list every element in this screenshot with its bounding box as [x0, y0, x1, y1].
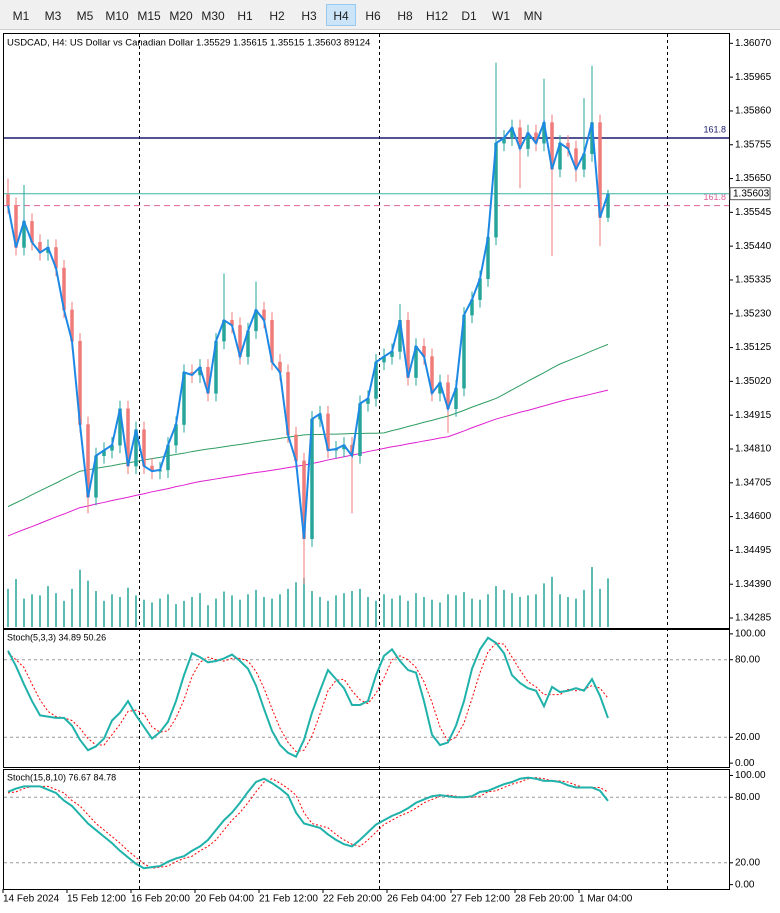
level-label: 161.8 [703, 124, 726, 134]
y-tick-label: 1.35545 [735, 207, 772, 218]
y-tick-label: 1.35020 [735, 376, 772, 387]
candle-body [6, 194, 10, 206]
y-tick-label: 1.35125 [735, 342, 772, 353]
timeframe-button[interactable]: H6 [365, 9, 381, 23]
y-tick-label: 20.00 [735, 857, 760, 868]
y-tick-label: 1.34810 [735, 444, 772, 455]
main-frame [3, 33, 730, 629]
timeframe-button[interactable]: D1 [461, 9, 477, 23]
stoch-line [7, 642, 609, 753]
x-tick-label: 28 Feb 20:00 [515, 894, 574, 905]
x-tick-label: 22 Feb 20:00 [323, 894, 382, 905]
y-tick-label: 1.36070 [735, 38, 772, 49]
timeframe-button[interactable]: H1 [237, 9, 253, 23]
y-tick-label: 100.00 [735, 629, 766, 640]
stoch-line [7, 777, 609, 869]
timeframe-button[interactable]: MN [523, 9, 543, 23]
x-tick-label: 27 Feb 12:00 [451, 894, 510, 905]
y-tick-label: 1.34390 [735, 579, 772, 590]
moving-average [7, 343, 609, 508]
y-tick-label: 1.34915 [735, 410, 772, 421]
y-tick-label: 1.35335 [735, 275, 772, 286]
moving-average [7, 389, 609, 537]
timeframe-button[interactable]: H2 [269, 9, 285, 23]
x-tick-label: 1 Mar 04:00 [579, 894, 633, 905]
y-tick-label: 1.35650 [735, 173, 772, 184]
y-tick-label: 1.34600 [735, 511, 772, 522]
timeframe-button[interactable]: M20 [169, 9, 193, 23]
stoch-line [7, 776, 609, 870]
x-tick-label: 21 Feb 12:00 [259, 894, 318, 905]
y-tick-label: 1.34705 [735, 477, 772, 488]
stoch-frame [3, 629, 730, 768]
y-tick-label: 1.35440 [735, 241, 772, 252]
level-label: 161.8 [703, 192, 726, 202]
y-tick-label: 1.35965 [735, 72, 772, 83]
close-line [7, 118, 609, 539]
timeframe-button[interactable]: M3 [44, 9, 62, 23]
timeframe-button[interactable]: W1 [492, 9, 510, 23]
bid-label: 1.35603 [733, 188, 770, 199]
period-separators [139, 34, 668, 889]
timeframe-button[interactable]: H12 [425, 9, 448, 23]
chart-title: USDCAD, H4: US Dollar vs Canadian Dollar… [7, 38, 370, 49]
y-tick-label: 1.35860 [735, 106, 772, 117]
bid-label-box [729, 187, 771, 201]
y-tick-label: 1.34285 [735, 613, 772, 624]
y-tick-label: 1.35755 [735, 139, 772, 150]
x-tick-label: 16 Feb 20:00 [131, 894, 190, 905]
x-tick-label: 20 Feb 04:00 [195, 894, 254, 905]
y-tick-label: 0.00 [735, 758, 755, 769]
stoch-frame [3, 769, 730, 890]
timeframe-button[interactable]: H3 [301, 9, 317, 23]
y-tick-label: 1.34495 [735, 545, 772, 556]
timeframe-button[interactable]: M10 [105, 9, 129, 23]
y-tick-label: 1.35230 [735, 308, 772, 319]
x-tick-label: 14 Feb 2024 [3, 894, 60, 905]
x-tick-label: 15 Feb 12:00 [67, 894, 126, 905]
y-tick-label: 80.00 [735, 654, 760, 665]
timeframe-button[interactable]: H4 [326, 4, 356, 26]
timeframe-button[interactable]: M30 [201, 9, 225, 23]
x-tick-label: 26 Feb 04:00 [387, 894, 446, 905]
timeframe-button[interactable]: M5 [76, 9, 94, 23]
y-tick-label: 0.00 [735, 879, 755, 890]
indicator-title: Stoch(5,3,3) 34.89 50.26 [7, 632, 106, 642]
indicator-title: Stoch(15,8,10) 76.67 84.78 [7, 772, 116, 782]
y-tick-label: 20.00 [735, 732, 760, 743]
y-tick-label: 100.00 [735, 770, 766, 781]
timeframe-button[interactable]: H8 [397, 9, 413, 23]
stoch-line [7, 636, 609, 758]
timeframe-button[interactable]: M1 [12, 9, 30, 23]
y-tick-label: 80.00 [735, 792, 760, 803]
timeframe-toolbar: M1 M3 M5 M10 M15 M20 M30 H1 H2 H3 H4 H6 H8 H12 D1 W1 MN [0, 0, 780, 30]
timeframe-button[interactable]: M15 [137, 9, 161, 23]
